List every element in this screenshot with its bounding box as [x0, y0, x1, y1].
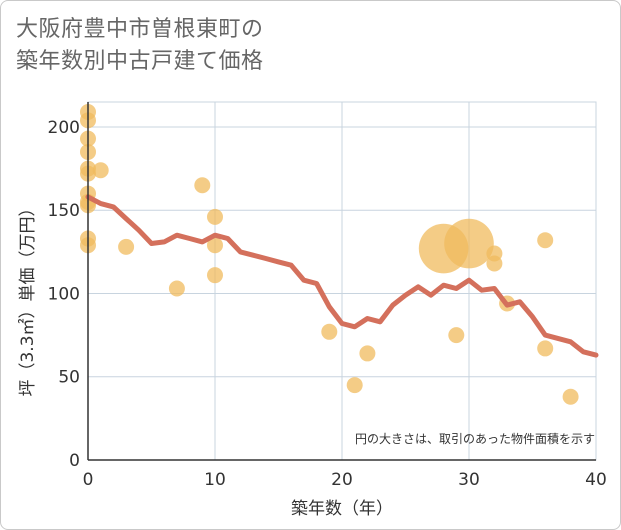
bubble-series [80, 103, 579, 405]
bubble-point [207, 208, 223, 225]
bubble-point [537, 232, 554, 249]
y-tick-label: 0 [69, 451, 80, 471]
x-axis-label: 築年数（年） [291, 499, 393, 519]
y-tick-label: 200 [48, 118, 80, 138]
bubble-point [448, 327, 465, 344]
trend-line [85, 194, 599, 358]
x-tick-label: 10 [204, 470, 226, 490]
y-axis-label: 坪（3.3㎡）単価（万円） [18, 199, 38, 396]
chart-title-line-2: 築年数別中古戸建て価格 [16, 49, 264, 74]
bubble-point [562, 388, 579, 405]
bubble-point [207, 237, 223, 254]
trend-line-group [85, 194, 599, 358]
bubble-size-note: 円の大きさは、取引のあった物件面積を示す [355, 431, 595, 446]
x-tick-label: 30 [458, 470, 480, 490]
x-tick-label: 20 [331, 470, 353, 490]
bubble-point [194, 177, 211, 194]
y-tick-label: 50 [58, 368, 80, 388]
y-tick-label: 100 [48, 284, 80, 304]
bubble-point [444, 218, 494, 269]
chart-title-line-1: 大阪府豊中市曽根東町の [16, 17, 264, 42]
bubble-point [207, 267, 223, 284]
x-tick-label: 0 [83, 470, 94, 490]
bubble-point [168, 280, 185, 297]
x-tick-label: 40 [585, 470, 607, 490]
bubble-point [537, 340, 554, 357]
bubble-point [359, 345, 376, 362]
bubble-point [92, 162, 109, 179]
y-tick-label: 150 [48, 201, 80, 221]
chart-title: 大阪府豊中市曽根東町の 築年数別中古戸建て価格 [16, 14, 264, 78]
bubble-point [486, 255, 503, 272]
bubble-point [118, 238, 135, 255]
axes [87, 102, 596, 461]
bubble-point [321, 323, 338, 340]
bubble-point [346, 377, 363, 394]
